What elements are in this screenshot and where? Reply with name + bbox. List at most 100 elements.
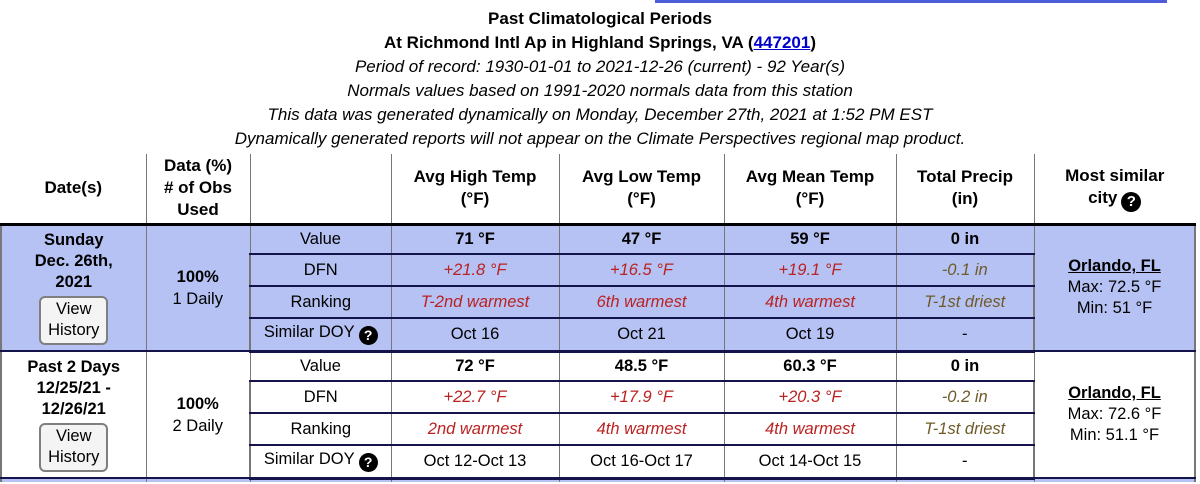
date-line: 12/26/21: [41, 400, 106, 418]
similar-city-min: Min: 51 °F: [1076, 299, 1153, 318]
period-block-clipped: [0, 478, 1196, 482]
help-icon[interactable]: ?: [358, 453, 378, 473]
col-header-data-line3: Used: [177, 200, 219, 220]
similar-city-max: Max: 72.5 °F: [1067, 278, 1162, 297]
col-header-avg-low-line1: Avg Low Temp: [582, 167, 701, 187]
clipped-cell: [723, 478, 897, 482]
avg-mean-dfn: +19.1 °F: [723, 254, 897, 287]
clipped-cell: [558, 478, 725, 482]
avg-low-ranking: 6th warmest: [558, 286, 725, 319]
dfn-row: DFN +22.7 °F +17.9 °F +20.3 °F -0.2 in: [1, 381, 1195, 414]
normals-note: Normals values based on 1991-2020 normal…: [347, 81, 853, 100]
avg-mean-ranking: 4th warmest: [723, 286, 897, 319]
similar-doy-row: Similar DOY? Oct 12-Oct 13 Oct 16-Oct 17…: [1, 445, 1195, 480]
view-history-button[interactable]: View History: [39, 296, 109, 346]
view-history-line1: View: [56, 300, 92, 319]
precip-dfn: -0.1 in: [895, 254, 1035, 287]
col-header-avg-mean-line1: Avg Mean Temp: [745, 167, 875, 187]
avg-mean-dfn: +20.3 °F: [723, 381, 897, 414]
col-header-rowlabels-empty: [249, 154, 392, 226]
date-cell: Past 2 Days 12/25/21 - 12/26/21 View Hist…: [0, 351, 147, 479]
col-header-avg-high: Avg High Temp (°F): [390, 154, 560, 226]
dynamic-note: Dynamically generated reports will not a…: [234, 129, 966, 148]
precip-dfn: -0.2 in: [895, 381, 1035, 414]
avg-low-dfn: +16.5 °F: [558, 254, 725, 287]
avg-high-value: 71 °F: [390, 224, 560, 255]
station-line: At Richmond Intl Ap in Highland Springs,…: [0, 31, 1200, 55]
avg-high-similar-doy: Oct 12-Oct 13: [390, 445, 560, 480]
station-id-link[interactable]: 447201: [753, 33, 811, 52]
row-label-dfn: DFN: [249, 381, 392, 414]
col-header-dates-label: Date(s): [44, 178, 103, 198]
value-row: Past 2 Days 12/25/21 - 12/26/21 View Hist…: [0, 351, 1196, 479]
col-header-precip-line1: Total Precip: [916, 167, 1014, 187]
clipped-cell: [145, 478, 251, 482]
row-label-ranking: Ranking: [249, 413, 392, 446]
col-header-data-line2: # of Obs: [163, 178, 232, 198]
precip-value: 0 in: [895, 224, 1035, 255]
help-icon[interactable]: ?: [1121, 191, 1142, 212]
date-line: 2021: [55, 273, 93, 292]
avg-high-ranking: 2nd warmest: [390, 413, 560, 446]
avg-high-dfn: +21.8 °F: [390, 254, 560, 287]
data-pct-cell: 100% 2 Daily: [145, 351, 251, 479]
avg-mean-similar-doy: Oct 14-Oct 15: [723, 445, 897, 480]
data-pct-cell: 100% 1 Daily: [145, 224, 251, 352]
page-title: Past Climatological Periods: [488, 9, 712, 28]
obs-used: 1 Daily: [172, 289, 223, 308]
similar-doy-label: Similar DOY: [263, 450, 355, 469]
obs-used: 2 Daily: [172, 416, 223, 435]
similar-city-link[interactable]: Orlando, FL: [1068, 257, 1161, 276]
col-header-data-line1: Data (%): [163, 156, 232, 176]
precip-similar-doy: -: [895, 445, 1035, 480]
precip-ranking: T-1st driest: [895, 286, 1035, 319]
similar-city-link[interactable]: Orlando, FL: [1068, 384, 1161, 402]
date-cell: Sunday Dec. 26th, 2021 View History: [0, 224, 147, 352]
avg-mean-value: 60.3 °F: [723, 351, 897, 382]
col-header-avg-mean: Avg Mean Temp (°F): [723, 154, 897, 226]
view-history-line1: View: [56, 427, 92, 445]
clipped-cell: [249, 478, 392, 482]
col-header-avg-high-line2: (°F): [460, 189, 490, 209]
col-header-city-word: city: [1088, 187, 1118, 207]
help-icon[interactable]: ?: [358, 326, 378, 346]
col-header-data-pct: Data (%) # of Obs Used: [145, 154, 251, 226]
row-label-similar-doy: Similar DOY?: [249, 318, 392, 353]
similar-city-cell: Orlando, FL Max: 72.5 °F Min: 51 °F: [1033, 224, 1196, 352]
clipped-row: [0, 478, 1196, 482]
data-pct: 100%: [176, 267, 219, 286]
station-line-suffix: ): [810, 33, 816, 52]
date-line: Past 2 Days: [27, 358, 121, 376]
avg-high-similar-doy: Oct 16: [390, 318, 560, 353]
avg-mean-value: 59 °F: [723, 224, 897, 255]
dfn-row: DFN +21.8 °F +16.5 °F +19.1 °F -0.1 in: [1, 254, 1195, 287]
col-header-avg-mean-line2: (°F): [795, 189, 825, 209]
value-row: Sunday Dec. 26th, 2021 View History 100% …: [0, 224, 1196, 352]
table-header: Date(s) Data (%) # of Obs Used Avg High …: [1, 154, 1195, 226]
row-label-value: Value: [249, 224, 392, 255]
col-header-total-precip: Total Precip (in): [895, 154, 1035, 226]
ranking-row: Ranking T-2nd warmest 6th warmest 4th wa…: [1, 286, 1195, 319]
date-line: Sunday: [43, 231, 104, 250]
station-line-prefix: At Richmond Intl Ap in Highland Springs,…: [384, 33, 754, 52]
top-horizontal-rule: [655, 0, 1167, 3]
similar-doy-row: Similar DOY? Oct 16 Oct 21 Oct 19 -: [1, 318, 1195, 353]
row-label-value: Value: [249, 351, 392, 382]
precip-value: 0 in: [895, 351, 1035, 382]
row-label-similar-doy: Similar DOY?: [249, 445, 392, 480]
avg-mean-ranking: 4th warmest: [723, 413, 897, 446]
avg-high-ranking: T-2nd warmest: [390, 286, 560, 319]
date-line: 12/25/21 -: [36, 379, 111, 397]
avg-high-dfn: +22.7 °F: [390, 381, 560, 414]
col-header-dates: Date(s): [1, 154, 147, 226]
view-history-button[interactable]: View History: [39, 423, 109, 472]
avg-low-ranking: 4th warmest: [558, 413, 725, 446]
similar-city-max: Max: 72.6 °F: [1067, 405, 1162, 423]
similar-doy-label: Similar DOY: [263, 323, 355, 342]
precip-similar-doy: -: [895, 318, 1035, 353]
col-header-precip-line2: (in): [951, 189, 979, 209]
period-of-record: Period of record: 1930-01-01 to 2021-12-…: [354, 57, 846, 76]
col-header-avg-low: Avg Low Temp (°F): [558, 154, 725, 226]
avg-high-value: 72 °F: [390, 351, 560, 382]
